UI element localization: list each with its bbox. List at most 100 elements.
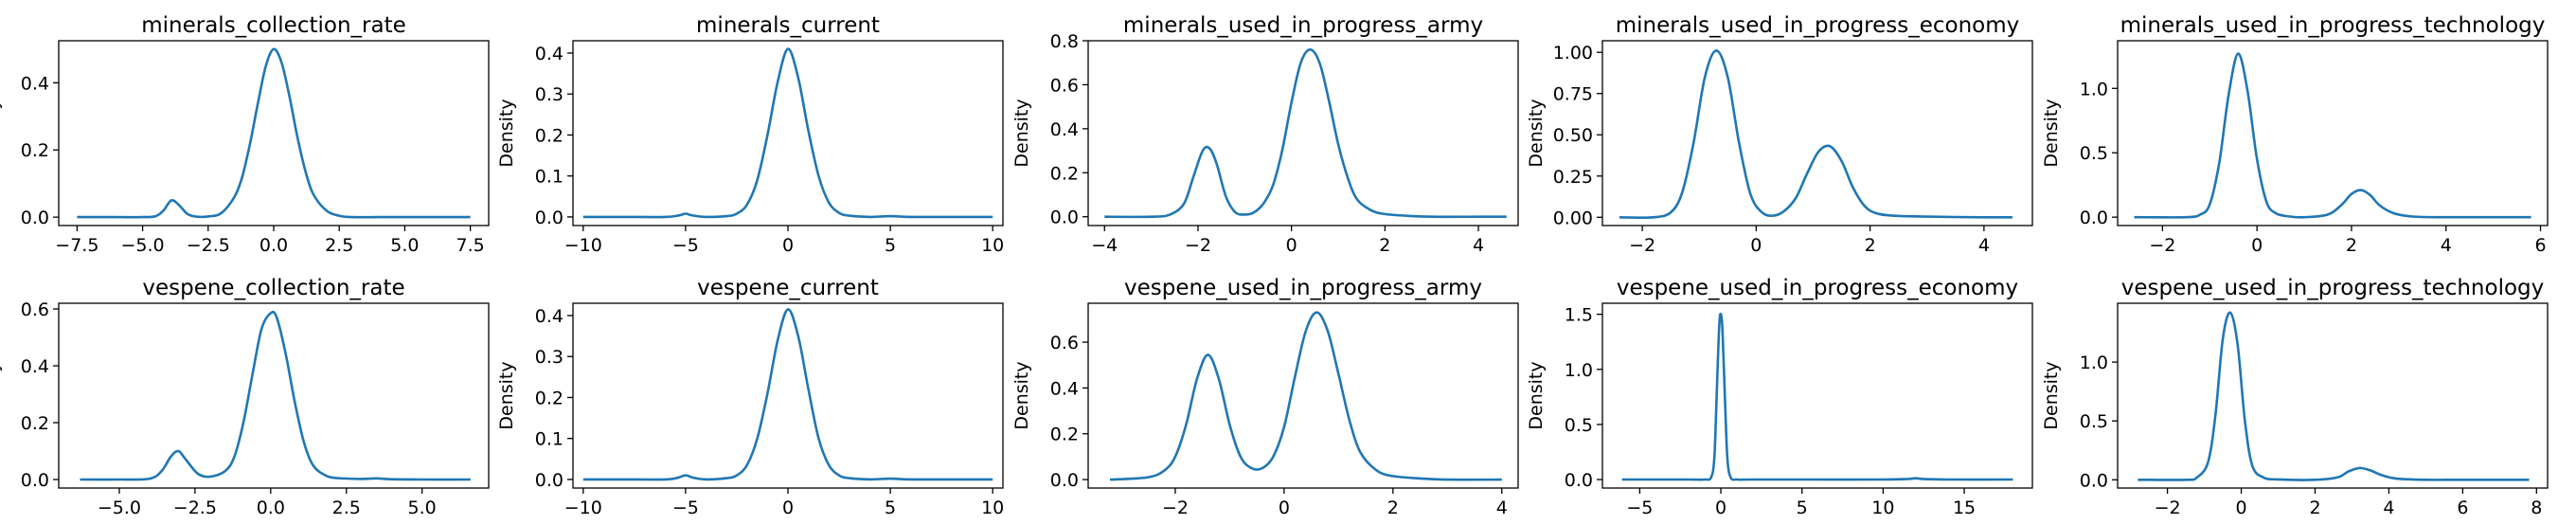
y-tick-label: 0.2 (21, 140, 49, 161)
y-tick-label: 0.0 (535, 470, 564, 491)
y-tick-label: 0.6 (1050, 333, 1079, 353)
axes-frame (58, 40, 490, 226)
x-tick-label: −2 (1185, 235, 1211, 256)
x-tick-label: 2 (2346, 235, 2357, 256)
density-line (77, 47, 471, 219)
x-tick-label: −7.5 (55, 235, 98, 256)
y-tick-label: 1.00 (1553, 43, 1593, 63)
axes-frame (1087, 40, 1519, 226)
x-tick-label: −5 (1626, 498, 1653, 518)
axes-frame (572, 40, 1004, 226)
y-axis-label: Density (2041, 99, 2062, 167)
x-tick-label: −10 (564, 498, 602, 518)
x-tick-label: 2 (1379, 235, 1390, 256)
axes-frame (572, 302, 1004, 489)
x-tick-label: 5.0 (390, 235, 419, 256)
y-tick-label: 0.5 (2080, 143, 2108, 164)
x-tick-label: 2 (2309, 498, 2320, 518)
subplot-title: minerals_collection_rate (141, 13, 406, 38)
y-tick-label: 0.0 (21, 208, 49, 228)
x-tick-label: 0.0 (259, 235, 288, 256)
y-tick-label: 0.2 (535, 125, 564, 146)
y-tick-label: 1.0 (2080, 79, 2108, 100)
subplot: minerals_used_in_progress_technology Dens… (2041, 13, 2549, 256)
x-tick-label: 2.5 (332, 498, 361, 518)
y-tick-label: 0.0 (1050, 470, 1079, 491)
x-tick-label: 5 (1797, 498, 1808, 518)
x-tick-label: 5.0 (408, 498, 437, 518)
density-line (582, 47, 993, 219)
x-tick-label: 0 (1279, 498, 1290, 518)
x-tick-label: 4 (1473, 235, 1484, 256)
y-axis-label: Density (496, 99, 517, 167)
x-tick-label: 2 (1387, 498, 1399, 518)
x-tick-label: 0 (1286, 235, 1297, 256)
x-tick-label: 5 (885, 235, 896, 256)
x-tick-label: 0.0 (257, 498, 285, 518)
density-line (1621, 312, 2013, 481)
y-tick-label: 0.3 (535, 347, 564, 368)
x-tick-label: 7.5 (456, 235, 485, 256)
y-tick-label: 0.0 (1050, 208, 1079, 228)
x-tick-label: −2 (1629, 235, 1655, 256)
x-tick-label: −2.5 (187, 235, 230, 256)
y-axis-label: Density (1526, 99, 1547, 167)
subplot-title: vespene_used_in_progress_technology (2121, 276, 2545, 300)
subplot-title: minerals_used_in_progress_economy (1616, 13, 2020, 38)
density-line (2134, 52, 2531, 219)
y-axis-label: Density (1011, 99, 1032, 167)
y-tick-label: 0.5 (2080, 411, 2108, 432)
y-tick-label: 0.6 (21, 299, 49, 320)
x-tick-label: 5 (885, 498, 896, 518)
x-tick-label: 6 (2534, 235, 2546, 256)
y-tick-label: 0.4 (1050, 378, 1079, 399)
y-tick-label: 0.2 (535, 388, 564, 408)
axes-frame (58, 302, 490, 489)
y-axis-label: Density (1011, 361, 1032, 429)
y-tick-label: 1.0 (2080, 353, 2108, 373)
y-tick-label: 0.25 (1553, 167, 1593, 188)
axes-frame (1601, 40, 2033, 226)
x-tick-label: 0 (2236, 498, 2247, 518)
density-line (2138, 311, 2530, 481)
y-tick-label: 0.75 (1553, 84, 1593, 105)
y-tick-label: 0.4 (535, 306, 564, 327)
x-tick-label: −10 (564, 235, 602, 256)
subplot: vespene_used_in_progress_technology Densi… (2041, 276, 2549, 518)
subplot: minerals_current Density −10 −5 0 5 10 0.0 0.1 0.… (496, 13, 1004, 256)
subplot: minerals_used_in_progress_economy Density… (1526, 13, 2033, 256)
y-axis-label: Density (0, 361, 3, 429)
x-tick-label: −5 (672, 235, 699, 256)
x-tick-label: −5 (672, 498, 699, 518)
y-axis-label: Density (496, 361, 517, 429)
x-tick-label: 4 (2441, 235, 2452, 256)
subplot-title: vespene_used_in_progress_army (1124, 276, 1482, 300)
x-tick-label: 8 (2531, 498, 2542, 518)
x-tick-label: −2 (1162, 498, 1189, 518)
subplot: vespene_used_in_progress_economy Density −… (1526, 276, 2033, 518)
density-line (582, 308, 993, 481)
x-tick-label: 2.5 (325, 235, 353, 256)
x-tick-label: 6 (2457, 498, 2468, 518)
density-line (1104, 48, 1507, 219)
y-tick-label: 0.0 (1565, 470, 1593, 491)
y-tick-label: 0.4 (1050, 119, 1079, 140)
subplot-title: minerals_used_in_progress_army (1123, 13, 1483, 38)
y-axis-label: Density (1526, 361, 1547, 429)
x-tick-label: 2 (1865, 235, 1876, 256)
subplot-title: vespene_current (697, 276, 879, 300)
y-tick-label: 0.2 (1050, 163, 1079, 184)
y-tick-label: 0.2 (21, 413, 49, 434)
axes-frame (2117, 302, 2549, 489)
x-tick-label: 0 (782, 235, 794, 256)
subplot: minerals_collection_rate Density −7.5 −5.0 −… (0, 13, 490, 256)
x-tick-label: 4 (1978, 235, 1990, 256)
x-tick-label: 0 (2251, 235, 2263, 256)
x-tick-label: 4 (1496, 498, 1508, 518)
subplot: vespene_used_in_progress_army Density −2 0 2… (1011, 276, 1519, 518)
axes-frame (1087, 302, 1519, 489)
y-tick-label: 0.0 (535, 208, 564, 228)
density-line (80, 310, 471, 481)
y-tick-label: 0.4 (535, 44, 564, 64)
